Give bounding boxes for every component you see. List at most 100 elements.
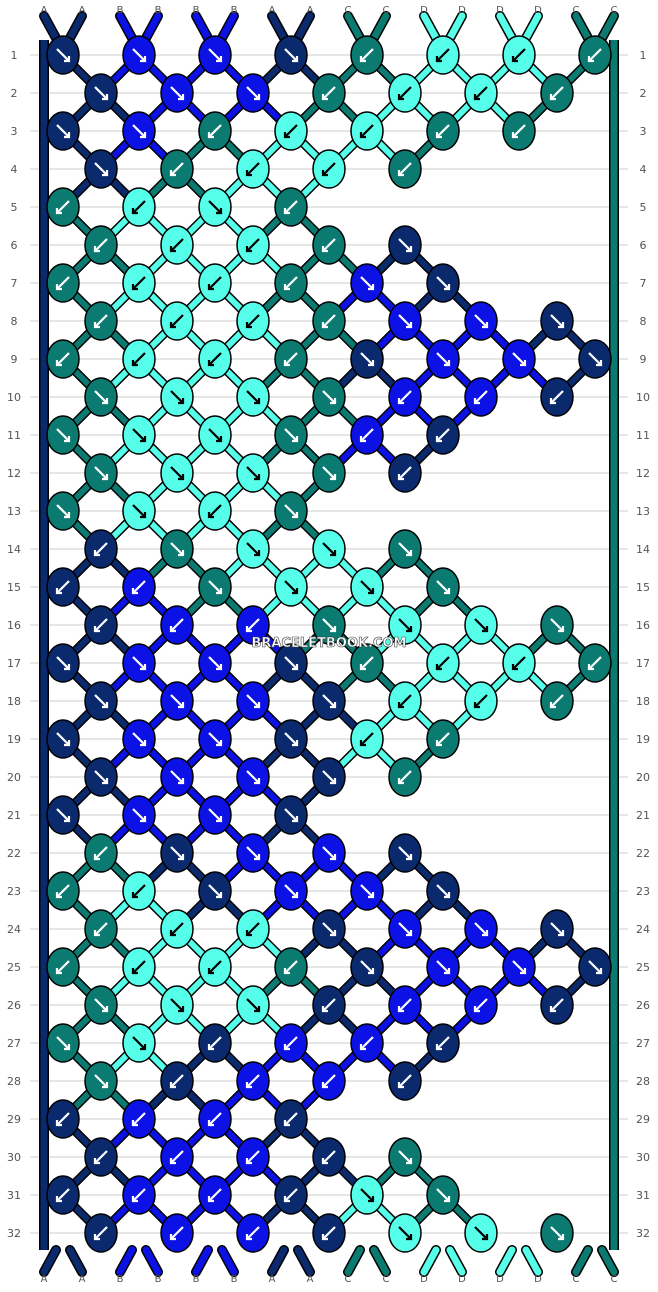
knot	[84, 833, 118, 873]
string-label-top: D	[534, 5, 542, 16]
knot	[426, 1023, 460, 1063]
knot-arrow-icon	[436, 732, 450, 746]
knot-arrow-icon	[246, 466, 260, 480]
knot-arrow-icon	[132, 352, 146, 366]
row-number-right: 16	[636, 619, 650, 632]
knot-arrow-icon	[170, 1226, 184, 1240]
row-number-right: 23	[636, 885, 650, 898]
knot-arrow-icon	[474, 922, 488, 936]
string-start-D	[496, 12, 516, 42]
knot	[84, 985, 118, 1025]
string-end-D	[420, 1246, 440, 1276]
knot-arrow-icon	[94, 1226, 108, 1240]
knot-layer	[46, 35, 612, 1253]
knot	[236, 605, 270, 645]
knot-arrow-icon	[284, 276, 298, 290]
knot-arrow-icon	[512, 48, 526, 62]
knot	[312, 73, 346, 113]
knot-arrow-icon	[512, 960, 526, 974]
knot	[160, 681, 194, 721]
string-label-top: C	[573, 5, 580, 16]
knot	[198, 187, 232, 227]
row-number-left: 14	[7, 543, 21, 556]
knot-arrow-icon	[284, 960, 298, 974]
knot-arrow-icon	[322, 1150, 336, 1164]
knot	[274, 187, 308, 227]
knot	[388, 377, 422, 417]
knot	[236, 453, 270, 493]
row-number-left: 10	[7, 391, 21, 404]
knot	[578, 35, 612, 75]
knot-arrow-icon	[284, 428, 298, 442]
knot	[312, 1213, 346, 1253]
knot-arrow-icon	[436, 960, 450, 974]
knot-arrow-icon	[246, 770, 260, 784]
row-number-left: 15	[7, 581, 21, 594]
knot-arrow-icon	[398, 1150, 412, 1164]
knot	[312, 985, 346, 1025]
knot	[426, 339, 460, 379]
knot	[388, 909, 422, 949]
knot	[502, 947, 536, 987]
knot-arrow-icon	[284, 504, 298, 518]
knot	[274, 719, 308, 759]
knot	[388, 605, 422, 645]
string-end-B	[218, 1246, 238, 1276]
knot-arrow-icon	[550, 922, 564, 936]
row-number-left: 27	[7, 1037, 21, 1050]
knot	[502, 643, 536, 683]
row-number-left: 30	[7, 1151, 21, 1164]
knot-arrow-icon	[132, 504, 146, 518]
knot-arrow-icon	[246, 390, 260, 404]
knot-arrow-icon	[398, 770, 412, 784]
row-number-right: 12	[636, 467, 650, 480]
knot-arrow-icon	[284, 1036, 298, 1050]
knot	[122, 719, 156, 759]
knot-arrow-icon	[322, 1226, 336, 1240]
row-number-right: 9	[640, 353, 647, 366]
knot-arrow-icon	[208, 1112, 222, 1126]
knot	[160, 757, 194, 797]
knot	[350, 415, 384, 455]
row-number-left: 18	[7, 695, 21, 708]
string-end-B	[192, 1246, 212, 1276]
string-label-bottom: C	[611, 1274, 618, 1285]
string-label-top: C	[345, 5, 352, 16]
knot-arrow-icon	[132, 580, 146, 594]
knot	[84, 301, 118, 341]
knot	[46, 1023, 80, 1063]
knot	[274, 491, 308, 531]
knot-arrow-icon	[360, 960, 374, 974]
knot	[160, 985, 194, 1025]
knot	[160, 149, 194, 189]
knot-arrow-icon	[246, 1226, 260, 1240]
knot	[274, 567, 308, 607]
knot-arrow-icon	[474, 314, 488, 328]
string-label-top: D	[458, 5, 466, 16]
knot	[274, 871, 308, 911]
row-number-left: 1	[11, 49, 18, 62]
knot	[236, 1213, 270, 1253]
knot	[274, 339, 308, 379]
knot-arrow-icon	[550, 86, 564, 100]
row-number-left: 29	[7, 1113, 21, 1126]
knot	[350, 947, 384, 987]
knot	[198, 871, 232, 911]
string-start-D	[446, 12, 466, 42]
knot	[350, 871, 384, 911]
knot	[160, 605, 194, 645]
knot	[312, 453, 346, 493]
knot-arrow-icon	[94, 618, 108, 632]
row-number-left: 12	[7, 467, 21, 480]
row-number-right: 21	[636, 809, 650, 822]
row-number-left: 28	[7, 1075, 21, 1088]
knot-arrow-icon	[474, 694, 488, 708]
knot	[84, 909, 118, 949]
knot	[46, 415, 80, 455]
knot	[46, 795, 80, 835]
knot	[426, 643, 460, 683]
knot	[350, 567, 384, 607]
knot-arrow-icon	[474, 618, 488, 632]
knot	[464, 681, 498, 721]
